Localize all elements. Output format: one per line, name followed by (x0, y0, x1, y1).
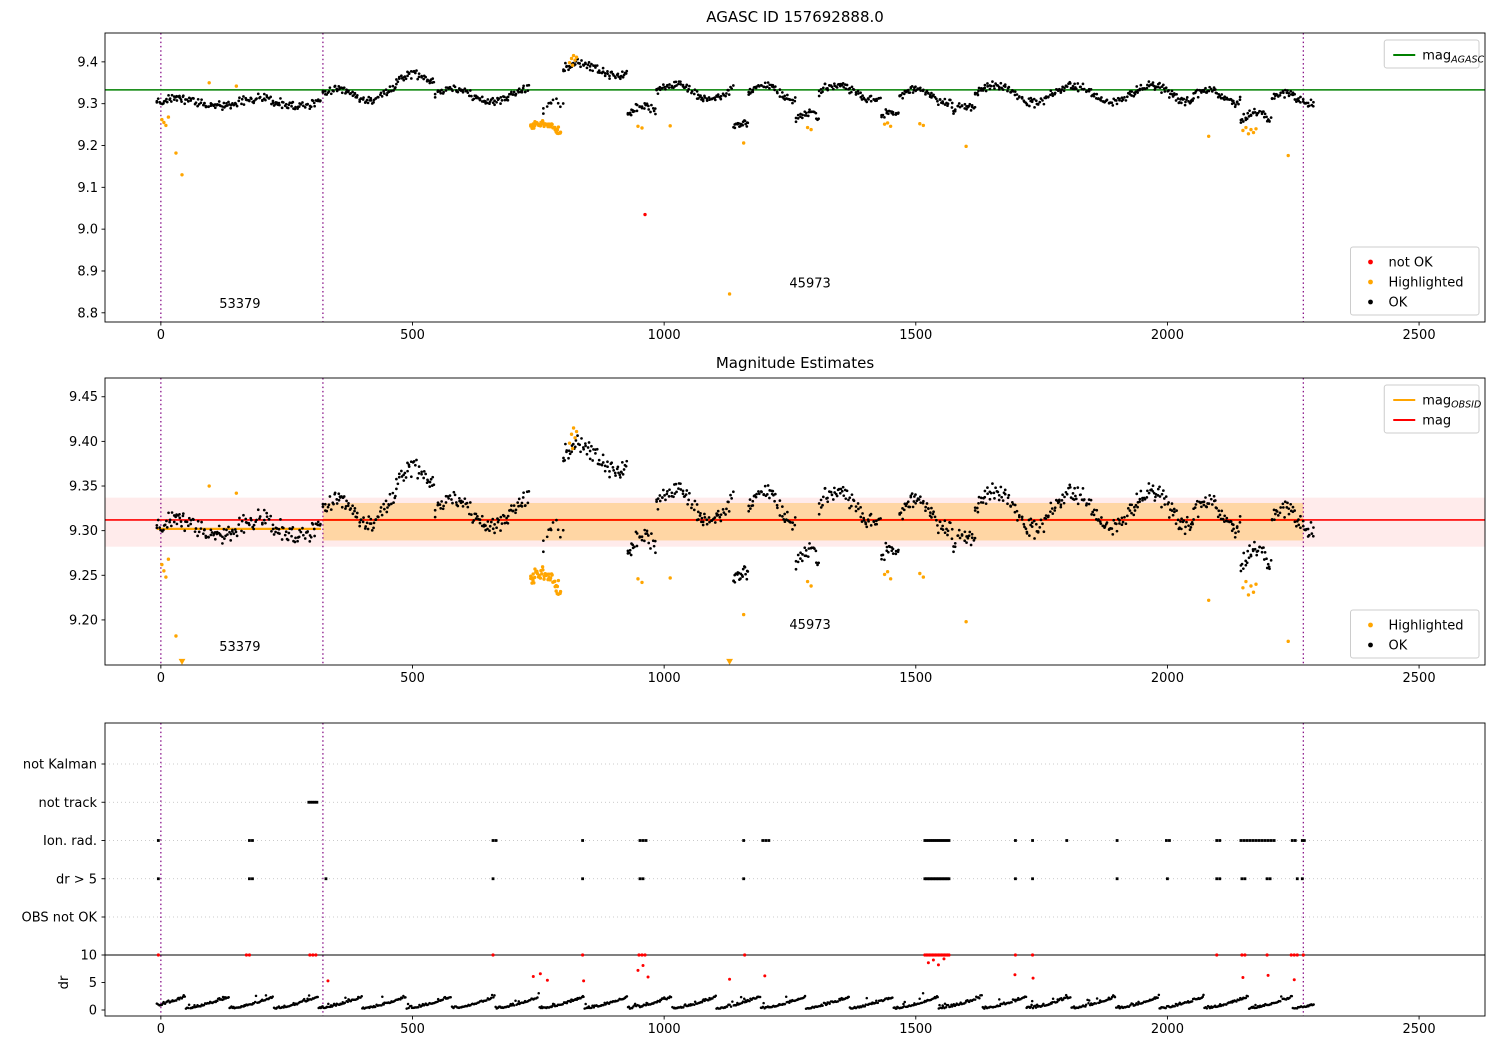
flag-category-label: OBS not OK (22, 911, 98, 926)
obsid-annotation: 45973 (789, 618, 830, 633)
x-tick-label: 1500 (899, 1022, 932, 1037)
legend-label: magAGASC (1422, 49, 1484, 66)
y-tick-label: 9.30 (69, 524, 98, 539)
magnitude-plot-1: 0 500 1000 1500 2000 2500 8.8 8.9 9.0 9.1 9.2 9.3 9.… (77, 32, 1486, 343)
clipped-low-marker (178, 658, 186, 665)
y-tick-label: 9.25 (69, 569, 98, 584)
x-tick-label: 2000 (1151, 328, 1184, 343)
plot2-title: Magnitude Estimates (716, 354, 874, 372)
legend-label: OK (1389, 296, 1408, 311)
y-tick-label: 9.1 (77, 181, 98, 196)
dr-scatter-big (156, 953, 1305, 983)
dr-tick-label: 5 (89, 976, 97, 991)
plot1-title: AGASC ID 157692888.0 (706, 8, 884, 26)
y-tick-label: 8.8 (77, 306, 98, 321)
flag-markers-dr-gt-5 (156, 877, 1304, 881)
legend-label: not OK (1389, 256, 1434, 271)
flag-markers-ion-rad (156, 839, 1306, 842)
x-tick-label: 500 (400, 671, 425, 686)
y-tick-label: 9.20 (69, 613, 98, 628)
x-tick-label: 2000 (1151, 671, 1184, 686)
flag-category-label: not Kalman (23, 758, 97, 773)
x-tick-label: 2500 (1403, 671, 1436, 686)
obsid-annotation: 53379 (219, 640, 260, 655)
x-tick-label: 1000 (648, 328, 681, 343)
scatter-ok (155, 434, 1315, 584)
legend-label: mag (1422, 414, 1451, 429)
flag-category-label: dr > 5 (56, 872, 97, 887)
x-tick-label: 500 (400, 1022, 425, 1037)
dr-tick-label: 10 (80, 949, 97, 964)
x-tick-label: 1000 (648, 1022, 681, 1037)
y-tick-label: 9.35 (69, 480, 98, 495)
flag-markers-not-track (307, 800, 319, 804)
x-tick-label: 2500 (1403, 1022, 1436, 1037)
legend-bottom: not OK Highlighted OK (1350, 246, 1480, 316)
flags-dr-plot: 0 500 1000 1500 2000 2500 not Kalman not track I… (22, 722, 1486, 1037)
x-tick-label: 0 (157, 671, 165, 686)
y-tick-label: 9.45 (69, 390, 98, 405)
scatter-ok (155, 57, 1315, 130)
y-tick-label: 9.0 (77, 223, 98, 238)
legend-top: magOBSID mag (1383, 384, 1481, 434)
obsid-annotation: 45973 (789, 277, 830, 292)
clipped-low-marker (726, 658, 733, 665)
mag-range-band (322, 502, 1304, 541)
legend-label: magOBSID (1422, 394, 1481, 411)
legend-top: magAGASC (1383, 39, 1485, 69)
dr-tick-label: 0 (89, 1004, 97, 1019)
scatter-not-ok (643, 212, 647, 217)
axes-frame (104, 377, 1486, 666)
axes-frame (104, 722, 1486, 1017)
x-tick-label: 2000 (1151, 1022, 1184, 1037)
legend-label: OK (1389, 639, 1408, 654)
x-tick-label: 0 (157, 1022, 165, 1037)
scatter-highlighted (160, 53, 1290, 296)
axes-frame (104, 32, 1486, 323)
magnitude-plot-2: 0 500 1000 1500 2000 2500 9.20 9.25 9.30 9.35 9.40… (69, 377, 1486, 686)
y-tick-label: 8.9 (77, 264, 98, 279)
x-tick-label: 1500 (899, 671, 932, 686)
x-tick-label: 2500 (1403, 328, 1436, 343)
x-tick-label: 0 (157, 328, 165, 343)
y-tick-label: 9.2 (77, 139, 98, 154)
x-tick-label: 1500 (899, 328, 932, 343)
obsid-annotation: 53379 (219, 297, 260, 312)
mag-range-band (105, 497, 1485, 547)
dr-axis-label: dr (57, 975, 72, 989)
legend-bottom: Highlighted OK (1350, 609, 1480, 659)
dr-scatter-ok (155, 991, 1315, 1010)
scatter-highlighted (160, 426, 1290, 665)
x-tick-label: 500 (400, 328, 425, 343)
flag-category-label: Ion. rad. (43, 834, 97, 849)
legend-label: Highlighted (1389, 276, 1464, 291)
legend-label: Highlighted (1389, 619, 1464, 634)
x-tick-label: 1000 (648, 671, 681, 686)
y-tick-label: 9.40 (69, 435, 98, 450)
flag-category-label: not track (38, 796, 97, 811)
y-tick-label: 9.4 (77, 55, 98, 70)
y-tick-label: 9.3 (77, 97, 98, 112)
